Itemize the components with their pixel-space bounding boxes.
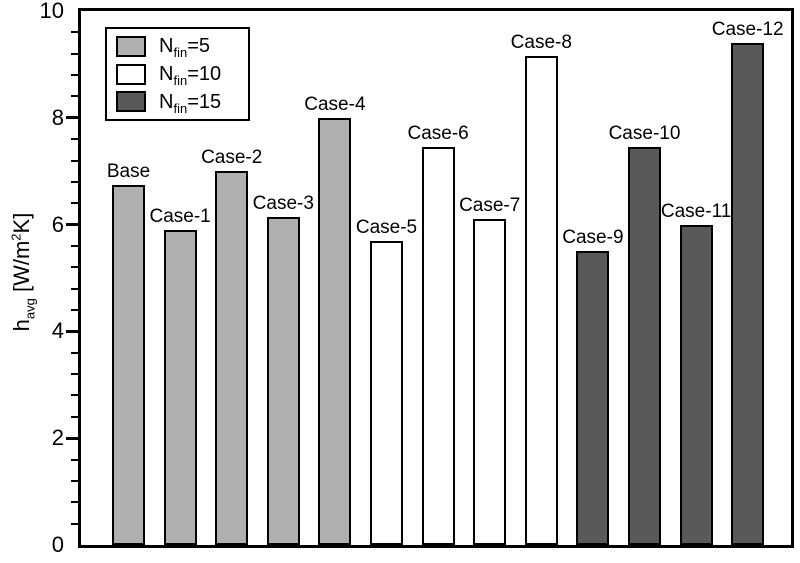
- y-major-tick: [66, 116, 78, 120]
- legend-swatch-1: [116, 35, 146, 57]
- bar-label-base: Base: [106, 160, 151, 182]
- bar-label-case-10: Case-10: [608, 123, 681, 145]
- y-minor-tick: [71, 74, 78, 77]
- bar-case-4: [318, 117, 352, 545]
- y-minor-tick: [71, 244, 78, 247]
- y-axis-title-mid: [W/m: [9, 240, 34, 299]
- bar-case-11: [679, 224, 713, 545]
- y-axis-title-subscript: avg: [22, 298, 38, 320]
- y-minor-tick: [71, 373, 78, 376]
- bar-label-case-7: Case-7: [459, 195, 521, 217]
- legend-label: Nfin=15: [159, 90, 222, 116]
- legend: Nfin=5 Nfin=10 Nfin=15: [105, 27, 250, 121]
- y-major-tick: [66, 329, 78, 333]
- legend-item-nfin-15: Nfin=15: [116, 89, 248, 116]
- y-tick-label: 2: [51, 425, 64, 451]
- y-minor-tick: [71, 202, 78, 205]
- y-minor-tick: [71, 266, 78, 269]
- legend-item-nfin-5: Nfin=5: [116, 34, 248, 59]
- bar-label-case-11: Case-11: [660, 200, 732, 222]
- y-minor-tick: [71, 501, 78, 504]
- y-minor-tick: [71, 159, 78, 162]
- legend-label: Nfin=5: [159, 35, 210, 61]
- bar-label-case-6: Case-6: [407, 123, 469, 145]
- bar-case-7: [473, 219, 507, 545]
- y-minor-tick: [71, 458, 78, 461]
- bar-case-2: [215, 171, 249, 545]
- bar-case-8: [524, 56, 558, 545]
- y-minor-tick: [71, 522, 78, 525]
- legend-label: Nfin=10: [159, 63, 222, 88]
- bar-base: [112, 184, 145, 545]
- bar-label-case-2: Case-2: [201, 147, 263, 169]
- y-tick-label: 8: [51, 104, 64, 130]
- bar-label-case-5: Case-5: [355, 216, 418, 238]
- y-minor-tick: [71, 394, 78, 397]
- y-minor-tick: [71, 287, 78, 290]
- bar-label-case-1: Case-1: [149, 205, 211, 227]
- bar-case-12: [731, 43, 765, 545]
- y-major-tick: [66, 223, 78, 227]
- y-tick-label: 10: [39, 0, 64, 23]
- y-minor-tick: [71, 415, 78, 418]
- legend-swatch-2: [116, 63, 146, 85]
- y-minor-tick: [71, 180, 78, 183]
- bar-case-10: [628, 147, 661, 545]
- y-tick-label: 0: [51, 532, 64, 557]
- plot-area: Base Case-1 Case-2 Case-3 Case-4 Case-5 Case-6…: [78, 8, 794, 548]
- bar-case-3: [266, 216, 300, 545]
- legend-item-nfin-10: Nfin=10: [116, 62, 248, 87]
- y-minor-tick: [71, 138, 78, 141]
- bar-case-5: [370, 240, 403, 545]
- legend-swatch-3: [116, 91, 146, 113]
- y-minor-tick: [71, 95, 78, 98]
- y-tick-label: 6: [51, 211, 64, 237]
- bar-label-case-8: Case-8: [510, 32, 572, 54]
- bar-label-case-9: Case-9: [562, 227, 624, 249]
- y-minor-tick: [71, 31, 78, 34]
- bar-label-case-3: Case-3: [252, 192, 314, 214]
- bar-case-1: [163, 229, 197, 545]
- y-axis-title: havg [W/m2K]: [8, 162, 38, 382]
- y-minor-tick: [71, 479, 78, 482]
- y-major-tick: [66, 436, 78, 440]
- bar-case-6: [421, 147, 455, 545]
- bar-case-9: [576, 251, 610, 545]
- y-minor-tick: [71, 351, 78, 354]
- bar-label-case-12: Case-12: [711, 19, 784, 41]
- y-tick-label: 4: [51, 318, 64, 344]
- y-minor-tick: [71, 52, 78, 55]
- bar-label-case-4: Case-4: [304, 93, 366, 115]
- y-minor-tick: [71, 309, 78, 312]
